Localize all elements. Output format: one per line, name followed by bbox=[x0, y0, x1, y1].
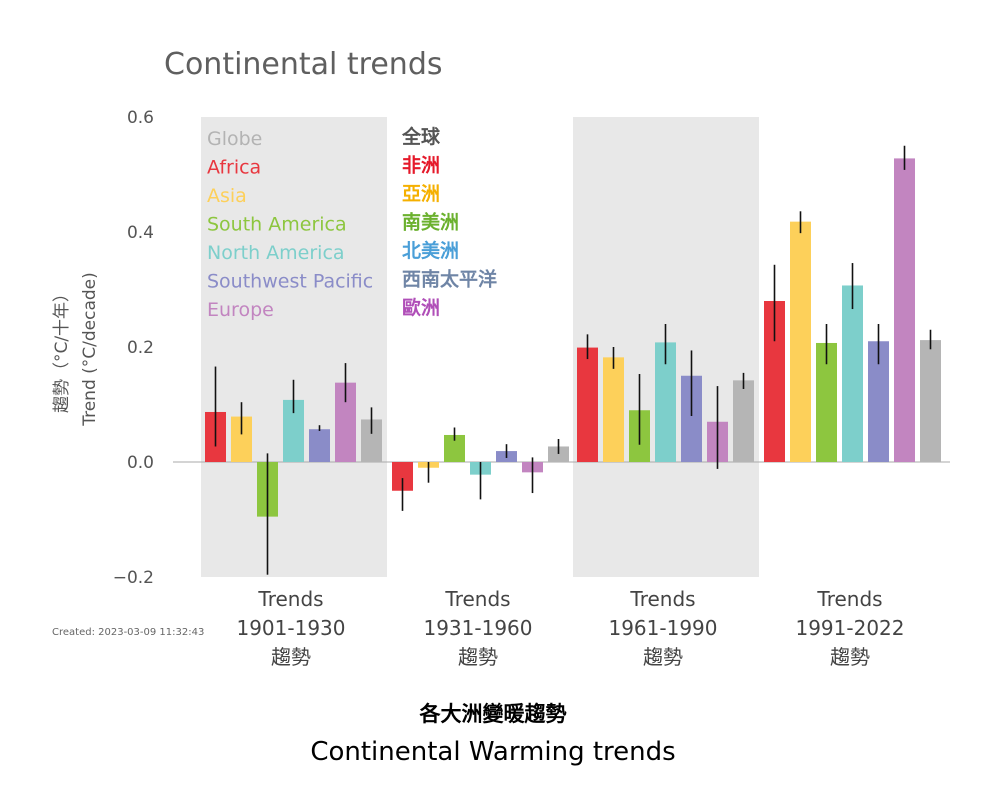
x-group-label-line3: 趨勢 bbox=[830, 645, 870, 669]
created-timestamp: Created: 2023-03-09 11:32:43 bbox=[52, 627, 204, 638]
legend-entry-chinese: 非洲 bbox=[402, 155, 440, 177]
x-group-label-line2: 1961-1990 bbox=[608, 616, 717, 640]
chart-title: Continental trends bbox=[164, 47, 443, 82]
legend-entry-chinese: 北美洲 bbox=[402, 239, 459, 262]
legend: Globe Africa Asia South America North Americ… bbox=[207, 125, 497, 321]
legend-entry-english: Europe bbox=[207, 299, 274, 321]
bar-north-america-1901-1930 bbox=[283, 399, 304, 462]
period-shade-0 bbox=[201, 117, 387, 577]
legend-entry-english: Africa bbox=[207, 157, 261, 179]
legend-entry-chinese: 亞洲 bbox=[402, 183, 440, 205]
legend-entry-english: Southwest Pacific bbox=[207, 271, 373, 293]
legend-entry-chinese: 西南太平洋 bbox=[402, 268, 497, 291]
y-axis-label-english: Trend (°C/decade) bbox=[80, 272, 100, 427]
y-tick-label: 0.6 bbox=[127, 108, 154, 128]
y-tick-label: −0.2 bbox=[113, 568, 154, 588]
bar-southwest-pacific-1991-2022 bbox=[868, 341, 889, 462]
bar-globe-1961-1990 bbox=[733, 380, 754, 462]
y-axis-label: 趨勢（°C/十年） Trend (°C/decade) bbox=[52, 272, 100, 427]
bar-asia-1991-2022 bbox=[790, 221, 811, 462]
bar-globe-1931-1960 bbox=[548, 446, 569, 462]
legend-entry-english: North America bbox=[207, 242, 345, 264]
bar-globe-1901-1930 bbox=[361, 419, 382, 462]
legend-entry-chinese: 歐洲 bbox=[402, 296, 440, 319]
bar-southwest-pacific-1901-1930 bbox=[309, 429, 330, 462]
bars bbox=[205, 158, 941, 517]
bar-north-america-1991-2022 bbox=[842, 285, 863, 462]
bar-africa-1991-2022 bbox=[764, 301, 785, 462]
y-tick-label: 0.0 bbox=[127, 453, 154, 473]
bar-africa-1961-1990 bbox=[577, 347, 598, 462]
bar-europe-1991-2022 bbox=[894, 158, 915, 462]
bar-north-america-1961-1990 bbox=[655, 342, 676, 462]
x-group-label-line3: 趨勢 bbox=[643, 645, 683, 669]
y-tick-label: 0.4 bbox=[127, 223, 154, 243]
y-axis-label-chinese: 趨勢（°C/十年） bbox=[52, 285, 72, 413]
x-group-label-line2: 1901-1930 bbox=[236, 616, 345, 640]
error-bars bbox=[214, 145, 932, 575]
bar-south-america-1991-2022 bbox=[816, 342, 837, 462]
x-axis-labels: Trends 1901-1930 趨勢 Trends 1931-1960 趨勢 Trends… bbox=[236, 587, 904, 669]
x-group-label-line2: 1931-1960 bbox=[423, 616, 532, 640]
x-group-label-line3: 趨勢 bbox=[458, 645, 498, 669]
bar-globe-1991-2022 bbox=[920, 340, 941, 462]
bar-europe-1901-1930 bbox=[335, 382, 356, 462]
legend-entry-english: Asia bbox=[207, 185, 247, 207]
bar-asia-1961-1990 bbox=[603, 357, 624, 462]
bar-africa-1931-1960 bbox=[392, 462, 413, 491]
caption-english: Continental Warming trends bbox=[310, 737, 675, 767]
legend-entry-chinese: 南美洲 bbox=[402, 211, 459, 234]
bar-asia-1901-1930 bbox=[231, 416, 252, 462]
x-group-label-line1: Trends bbox=[444, 587, 510, 611]
x-group-label-line1: Trends bbox=[816, 587, 882, 611]
caption-chinese: 各大洲變暖趨勢 bbox=[419, 702, 567, 726]
x-group-label-line1: Trends bbox=[257, 587, 323, 611]
bar-southwest-pacific-1961-1990 bbox=[681, 375, 702, 462]
legend-entry-english: Globe bbox=[207, 128, 262, 150]
legend-entry-chinese: 全球 bbox=[401, 125, 441, 148]
bar-south-america-1931-1960 bbox=[444, 434, 465, 462]
y-tick-label: 0.2 bbox=[127, 338, 154, 358]
x-group-label-line3: 趨勢 bbox=[271, 645, 311, 669]
x-group-label-line1: Trends bbox=[629, 587, 695, 611]
legend-entry-english: South America bbox=[207, 214, 347, 236]
x-group-label-line2: 1991-2022 bbox=[795, 616, 904, 640]
